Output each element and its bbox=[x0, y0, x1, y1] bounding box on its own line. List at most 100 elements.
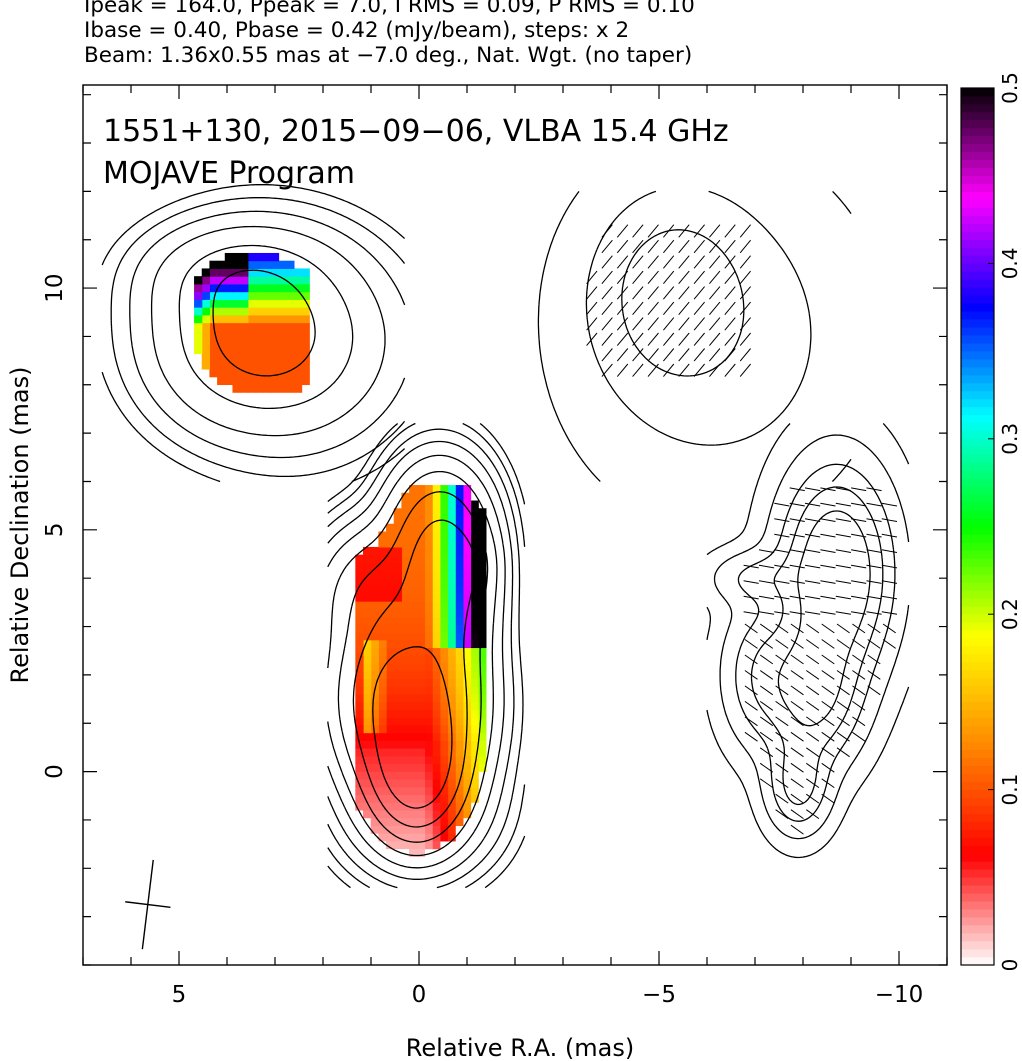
polarization-pixel-jet bbox=[478, 570, 487, 579]
polarization-pixel-jet bbox=[363, 662, 372, 672]
colorbar-step bbox=[961, 382, 994, 392]
colorbar-step bbox=[961, 924, 994, 934]
polarization-pixel-north bbox=[263, 361, 272, 370]
polarization-pixel-jet bbox=[401, 786, 410, 796]
polarization-pixel-north bbox=[247, 291, 257, 300]
polarization-pixel-north bbox=[232, 369, 241, 378]
polarization-pixel-jet bbox=[478, 748, 487, 757]
polarization-pixel-jet bbox=[462, 639, 472, 649]
polarization-pixel-jet bbox=[439, 624, 449, 633]
polarization-pixel-jet bbox=[378, 809, 387, 819]
polarization-pixel-north bbox=[194, 314, 203, 324]
polarization-pixel-jet bbox=[439, 825, 449, 834]
colorbar-tick-label: 0.4 bbox=[998, 247, 1022, 279]
polarization-pixel-north bbox=[286, 291, 295, 300]
polarization-pixel-north bbox=[194, 322, 203, 331]
polarization-pixel-jet bbox=[462, 647, 472, 656]
polarization-pixel-jet bbox=[378, 709, 387, 718]
colorbar-step bbox=[961, 334, 994, 344]
polarization-pixel-jet bbox=[432, 523, 441, 533]
polarization-pixel-jet bbox=[455, 724, 464, 734]
polarization-pixel-north bbox=[286, 361, 295, 370]
polarization-pixel-north bbox=[278, 276, 287, 285]
polarization-pixel-jet bbox=[363, 786, 372, 796]
polarization-pixel-jet bbox=[439, 802, 449, 811]
polarization-pixel-jet bbox=[370, 693, 379, 703]
polarization-pixel-jet bbox=[416, 546, 426, 556]
polarization-pixel-north bbox=[201, 361, 211, 370]
polarization-pixel-jet bbox=[401, 840, 410, 850]
polarization-pixel-jet bbox=[424, 709, 433, 718]
polarization-pixel-jet bbox=[355, 639, 364, 649]
polarization-pixel-jet bbox=[439, 740, 449, 749]
colorbar-step bbox=[961, 605, 994, 615]
polarization-pixel-jet bbox=[409, 593, 418, 602]
polarization-pixel-jet bbox=[370, 794, 379, 803]
polarization-pixel-north bbox=[201, 307, 211, 316]
polarization-pixel-jet bbox=[478, 670, 487, 680]
polarization-pixel-jet bbox=[363, 678, 372, 687]
polarization-pixel-jet bbox=[409, 570, 418, 579]
polarization-pixel-jet bbox=[386, 570, 395, 579]
colorbar-tick-label: 0.2 bbox=[998, 598, 1022, 630]
polarization-pixel-jet bbox=[393, 701, 403, 710]
polarization-pixel-jet bbox=[455, 515, 464, 525]
polarization-pixel-north bbox=[293, 330, 303, 339]
polarization-pixel-jet bbox=[439, 500, 449, 509]
polarization-pixel-jet bbox=[409, 763, 418, 772]
polarization-pixel-jet bbox=[363, 647, 372, 656]
axis-ticks bbox=[82, 85, 948, 966]
polarization-pixel-north bbox=[240, 260, 249, 269]
polarization-pixel-jet bbox=[401, 562, 410, 571]
polarization-pixel-north bbox=[240, 345, 249, 355]
polarization-pixel-jet bbox=[363, 763, 372, 772]
colorbar-step bbox=[961, 916, 994, 926]
polarization-pixel-north bbox=[217, 330, 226, 339]
polarization-pixel-north bbox=[240, 330, 249, 339]
polarization-pixel-jet bbox=[355, 802, 364, 811]
polarization-pixel-jet bbox=[455, 794, 464, 803]
polarization-pixel-jet bbox=[455, 539, 464, 548]
polarization-pixel-jet bbox=[416, 686, 426, 695]
colorbar-step bbox=[961, 765, 994, 774]
polarization-pixel-jet bbox=[363, 693, 372, 703]
polarization-pixel-jet bbox=[478, 647, 487, 656]
polarization-pixel-jet bbox=[378, 616, 387, 625]
polarization-pixel-north bbox=[201, 338, 211, 347]
polarization-pixel-jet bbox=[439, 492, 449, 502]
polarization-pixel-north bbox=[240, 353, 249, 362]
polarization-pixel-jet bbox=[416, 763, 426, 772]
polarization-pixel-north bbox=[255, 268, 264, 277]
polarization-pixel-jet bbox=[432, 825, 441, 834]
polarization-pixel-jet bbox=[355, 608, 364, 618]
polarization-pixel-jet bbox=[393, 624, 403, 633]
colorbar-tick-label: 0 bbox=[998, 959, 1022, 972]
polarization-pixel-jet bbox=[401, 794, 410, 803]
polarization-pixel-jet bbox=[363, 546, 372, 556]
polarization-pixel-jet bbox=[378, 639, 387, 649]
polarization-pixel-jet bbox=[393, 639, 403, 649]
colorbar-step bbox=[961, 773, 994, 782]
polarization-pixel-jet bbox=[447, 678, 456, 687]
polarization-pixel-jet bbox=[416, 755, 426, 765]
polarization-pixel-north bbox=[232, 345, 241, 355]
polarization-pixel-jet bbox=[409, 608, 418, 618]
polarization-pixel-jet bbox=[447, 693, 456, 703]
polarization-pixel-jet bbox=[432, 779, 441, 788]
colorbar-step bbox=[961, 151, 994, 161]
polarization-pixel-jet bbox=[363, 616, 372, 625]
polarization-pixel-jet bbox=[455, 740, 464, 749]
polarization-pixel-jet bbox=[363, 732, 372, 741]
polarization-pixel-north bbox=[278, 345, 287, 355]
polarization-pixel-jet bbox=[478, 639, 487, 649]
polarization-pixel-jet bbox=[393, 539, 403, 548]
polarization-pixel-north bbox=[270, 322, 280, 331]
polarization-pixel-jet bbox=[409, 500, 418, 509]
polarization-pixel-jet bbox=[409, 724, 418, 734]
polarization-pixel-jet bbox=[401, 802, 410, 811]
polarization-pixel-jet bbox=[393, 748, 403, 757]
polarization-pixel-jet bbox=[447, 523, 456, 533]
y-tick-label: 5 bbox=[42, 523, 68, 538]
polarization-pixel-jet bbox=[386, 709, 395, 718]
polarization-pixel-jet bbox=[416, 809, 426, 819]
